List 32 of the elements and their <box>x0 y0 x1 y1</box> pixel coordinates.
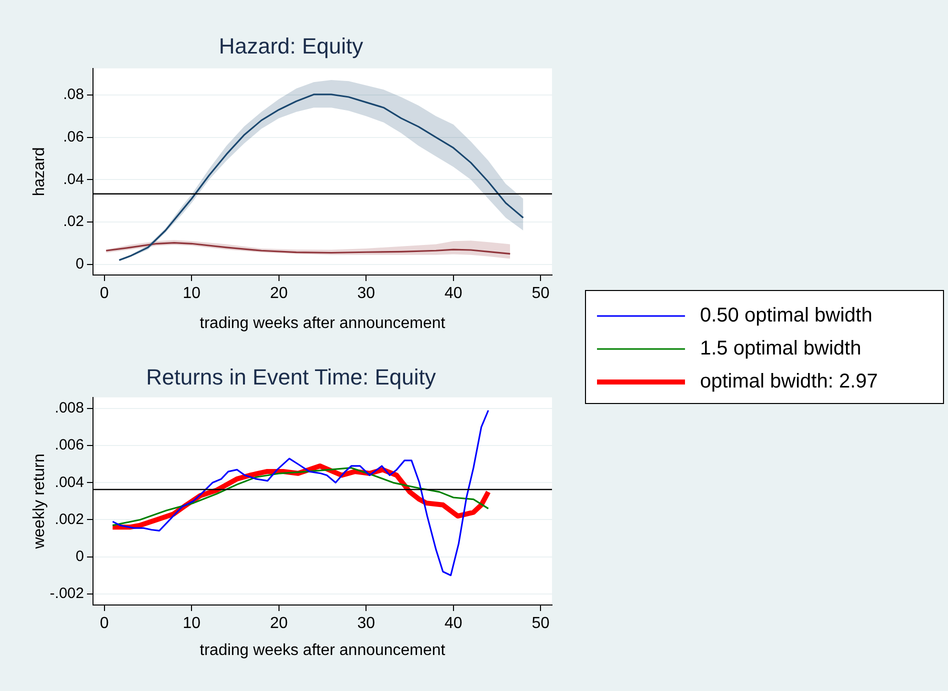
x-tick-label: 20 <box>270 285 288 302</box>
x-axis-title: trading weeks after announcement <box>200 642 446 659</box>
y-tick-label: 0 <box>76 256 84 273</box>
x-tick-label: 40 <box>444 615 462 632</box>
x-tick-label: 30 <box>357 285 376 302</box>
x-axis-title: trading weeks after announcement <box>200 314 446 332</box>
legend-label: optimal bwidth: 2.97 <box>700 370 878 393</box>
x-tick-label: 0 <box>100 615 109 632</box>
chart-title: Hazard: Equity <box>218 33 364 58</box>
x-tick-label: 10 <box>182 285 201 302</box>
legend-label: 1.5 optimal bwidth <box>700 338 862 360</box>
x-tick-label: 40 <box>444 285 462 302</box>
y-tick-label: .02 <box>63 213 84 230</box>
y-axis-title: weekly return <box>31 454 48 550</box>
x-tick-label: 20 <box>270 615 288 632</box>
x-tick-label: 0 <box>100 285 109 302</box>
y-tick-label: .04 <box>63 170 84 188</box>
chart-title: Returns in Event Time: Equity <box>146 364 436 390</box>
x-tick-label: 30 <box>357 615 376 632</box>
y-tick-label: .002 <box>54 510 84 528</box>
x-tick-label: 50 <box>532 285 550 302</box>
y-axis-title: hazard <box>31 147 48 196</box>
y-tick-label: -.002 <box>50 585 84 602</box>
y-tick-label: .06 <box>63 128 84 146</box>
y-tick-label: .004 <box>54 474 84 491</box>
x-tick-label: 10 <box>182 615 201 632</box>
y-tick-label: 0 <box>76 548 84 565</box>
y-tick-label: .08 <box>63 86 84 104</box>
y-tick-label: .006 <box>54 436 84 454</box>
y-tick-label: .008 <box>54 400 84 417</box>
legend-label: 0.50 optimal bwidth <box>700 304 872 327</box>
x-tick-label: 50 <box>532 615 550 632</box>
